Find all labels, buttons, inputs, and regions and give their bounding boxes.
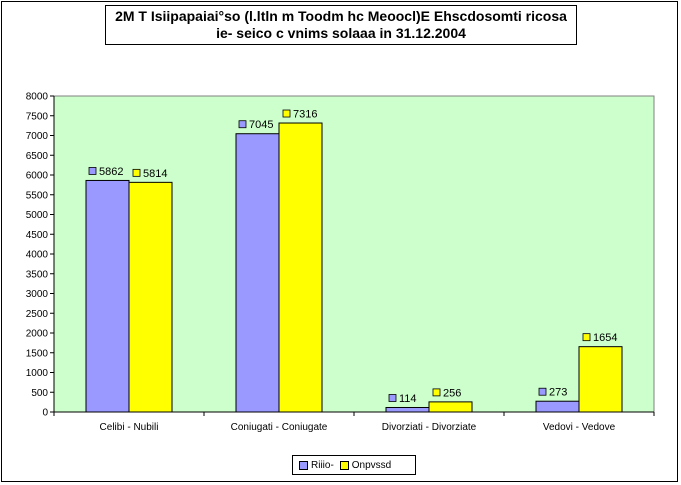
y-tick-label: 1000	[26, 368, 49, 379]
data-label-swatch	[432, 388, 441, 397]
y-tick-label: 500	[31, 388, 48, 399]
y-tick-label: 2500	[26, 309, 49, 320]
data-label: 7045	[249, 119, 273, 131]
y-tick-label: 4500	[26, 230, 49, 241]
bar	[235, 133, 280, 413]
legend-swatch-series-2	[339, 460, 349, 470]
data-label-swatch	[388, 394, 397, 402]
x-tick-label: Divorziati - Divorziate	[382, 422, 477, 433]
y-tick-label: 2000	[26, 329, 49, 340]
data-label: 114	[399, 393, 417, 405]
y-tick-label: 1500	[26, 348, 49, 359]
legend-swatch-series-1	[299, 460, 308, 470]
data-label-swatch	[538, 387, 547, 396]
data-label-swatch	[132, 168, 141, 177]
x-tick-label: Coniugati - Coniugate	[231, 422, 328, 433]
y-tick-label: 6500	[26, 151, 49, 162]
data-label-swatch	[282, 109, 291, 118]
bar	[128, 181, 173, 413]
data-label-swatch	[582, 333, 591, 342]
y-tick-label: 7000	[26, 131, 49, 142]
bar	[278, 122, 323, 413]
bar	[428, 401, 473, 413]
y-tick-label: 5500	[26, 190, 49, 201]
bars	[85, 122, 623, 413]
data-label: 273	[549, 387, 567, 399]
x-axis: Celibi - Nubili Coniugati - Coniugate Divo…	[53, 411, 655, 433]
y-tick-label: 8000	[26, 92, 49, 103]
y-axis: 0 500 1000 1500 2000 2500 3000 3500 4000 4500 5000…	[26, 92, 55, 419]
data-label: 256	[443, 387, 461, 399]
x-tick-label: Celibi - Nubili	[100, 422, 159, 433]
y-tick-label: 4000	[26, 250, 49, 261]
chart-title: 2M T Isiipapaiai°so (l.ltln m Toodm hc M…	[105, 5, 577, 45]
y-tick-label: 5000	[26, 210, 49, 221]
bar	[535, 400, 580, 413]
chart-title-line-1: 2M T Isiipapaiai°so (l.ltln m Toodm hc M…	[115, 8, 567, 24]
legend-label-series-1: Riiio-	[311, 459, 334, 471]
data-label: 5862	[99, 166, 123, 178]
y-tick-label: 3500	[26, 269, 49, 280]
bar	[578, 346, 623, 413]
data-label: 7316	[293, 109, 317, 121]
data-label: 5814	[143, 168, 167, 180]
y-tick-label: 0	[42, 408, 48, 419]
y-tick-label: 7500	[26, 111, 49, 122]
y-tick-label: 6000	[26, 171, 49, 182]
data-label-swatch	[238, 120, 247, 129]
legend-item-series-2: Onpvssd	[339, 459, 392, 471]
bar	[85, 179, 130, 413]
data-labels: 5862 7045 114 273 5814 7316 256 1654	[88, 109, 617, 405]
legend: Riiio- Onpvssd	[292, 455, 416, 475]
chart-title-line-2: ie- seico c vnims solaaa in 31.12.2004	[216, 25, 466, 41]
y-tick-label: 3000	[26, 289, 49, 300]
x-tick-label: Vedovi - Vedove	[543, 422, 616, 433]
data-label-swatch	[88, 167, 97, 175]
data-label: 1654	[593, 332, 617, 344]
bar	[385, 406, 430, 413]
legend-item-series-1: Riiio-	[299, 460, 334, 471]
legend-label-series-2: Onpvssd	[351, 459, 392, 471]
